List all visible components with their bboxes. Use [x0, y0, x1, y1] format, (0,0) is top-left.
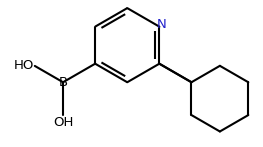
Text: N: N — [157, 18, 167, 31]
Text: HO: HO — [13, 59, 34, 72]
Text: OH: OH — [53, 116, 73, 129]
Text: B: B — [58, 76, 68, 89]
